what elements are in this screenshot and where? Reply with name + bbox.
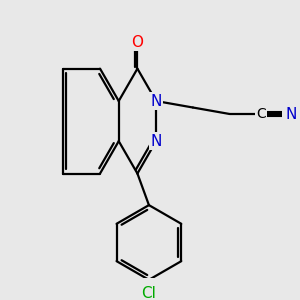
Text: N: N [286,106,297,122]
Text: Cl: Cl [142,286,156,300]
Text: C: C [256,107,266,121]
Text: N: N [150,94,162,109]
Text: O: O [131,35,143,50]
Text: N: N [150,134,162,149]
